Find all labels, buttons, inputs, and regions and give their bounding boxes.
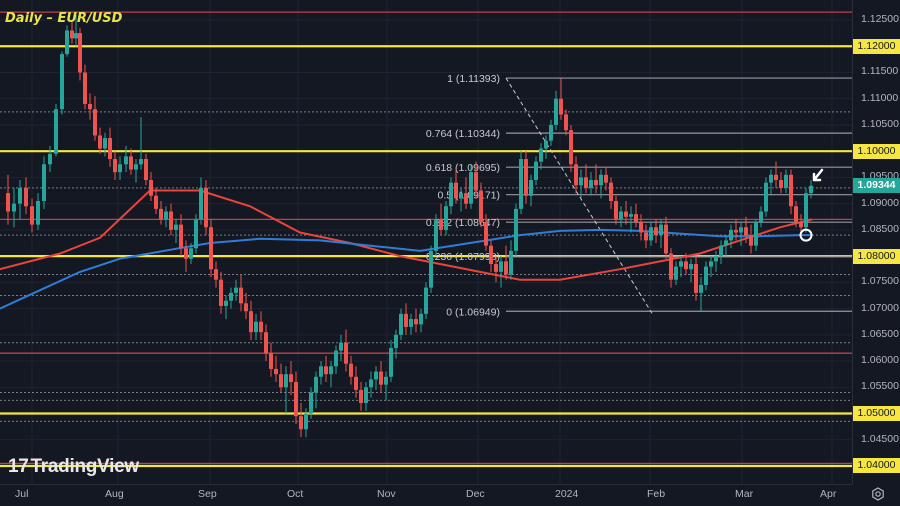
price-tick: 1.10500 <box>861 117 899 130</box>
time-tick: Dec <box>466 488 485 500</box>
key-level-price-tag: 1.12000 <box>853 38 900 54</box>
fibonacci-retracement: 1 (1.11393) 0.764 (1.10344) 0.618 (1.09695… <box>426 73 852 318</box>
current-price-tag: 1.09344 <box>853 178 900 194</box>
time-tick: 2024 <box>555 488 579 500</box>
annotations <box>799 168 824 242</box>
key-level-price-tag: 1.08000 <box>853 248 900 264</box>
time-tick: Mar <box>735 488 754 500</box>
tradingview-logo: 17 TradingView <box>8 456 139 478</box>
svg-text:0.236 (1.07998): 0.236 (1.07998) <box>426 251 500 263</box>
price-tick: 1.11500 <box>861 65 899 78</box>
time-axis[interactable]: Jul Aug Sep Oct Nov Dec 2024 Feb Mar Apr <box>0 484 852 504</box>
time-tick: Sep <box>198 488 217 500</box>
price-tick: 1.06000 <box>861 354 899 367</box>
key-level-price-tag: 1.04000 <box>853 458 900 474</box>
time-tick: Nov <box>377 488 396 500</box>
tradingview-logo-text: TradingView <box>30 456 140 477</box>
settings-icon[interactable] <box>871 487 885 501</box>
chart-title: Daily – EUR/USD <box>5 11 123 26</box>
price-tick: 1.09000 <box>861 196 899 209</box>
moving-averages <box>0 189 813 310</box>
price-tick: 1.12500 <box>861 13 899 25</box>
key-level-price-tag: 1.10000 <box>853 143 900 159</box>
time-tick: Feb <box>647 488 666 500</box>
price-axis[interactable]: 1.12500 1.11500 1.11000 1.10500 1.09500 1.090… <box>852 0 900 484</box>
price-tick: 1.04500 <box>861 432 899 445</box>
price-tick: 1.08500 <box>861 222 899 235</box>
price-tick: 1.05500 <box>861 380 899 393</box>
svg-text:0.764 (1.10344): 0.764 (1.10344) <box>426 128 500 140</box>
key-level-price-tag: 1.05000 <box>853 406 900 422</box>
price-tick: 1.06500 <box>861 327 899 340</box>
time-tick: Apr <box>820 488 837 500</box>
price-tick: 1.07000 <box>861 301 899 314</box>
time-tick: Oct <box>287 488 304 500</box>
price-tick: 1.11000 <box>861 91 899 104</box>
svg-text:0 (1.06949): 0 (1.06949) <box>446 306 500 318</box>
svg-text:0.5 (1.09171): 0.5 (1.09171) <box>438 190 500 202</box>
price-tick: 1.07500 <box>861 275 899 288</box>
tradingview-logo-icon: 17 <box>8 456 29 477</box>
svg-text:1 (1.11393): 1 (1.11393) <box>447 73 500 85</box>
time-tick: Aug <box>105 488 124 500</box>
candlesticks <box>6 14 813 438</box>
time-tick: Jul <box>15 488 29 500</box>
horizontal-levels <box>0 11 852 468</box>
svg-text:0.618 (1.09695): 0.618 (1.09695) <box>426 162 500 174</box>
